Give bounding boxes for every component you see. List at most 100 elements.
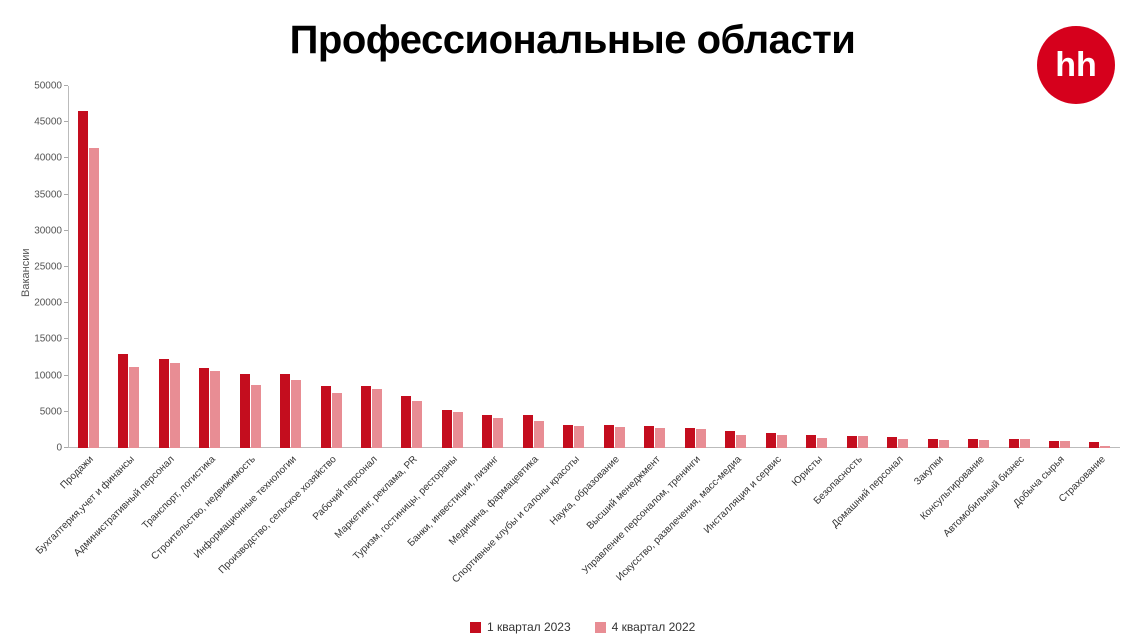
y-tick: 40000 — [68, 157, 1120, 158]
y-tick-label: 45000 — [34, 117, 62, 128]
bar-series1 — [118, 354, 128, 448]
bar-series1 — [725, 431, 735, 448]
bar-series1 — [766, 433, 776, 448]
bar-group — [958, 86, 998, 448]
y-tick: 15000 — [68, 338, 1120, 339]
y-tick-mark — [64, 230, 68, 231]
y-tick-label: 20000 — [34, 298, 62, 309]
bar-series2 — [453, 412, 463, 448]
bar-series1 — [321, 386, 331, 448]
x-label: Наука, образование — [548, 454, 622, 528]
y-tick: 25000 — [68, 266, 1120, 267]
bar-group — [594, 86, 634, 448]
chart-title: Профессиональные области — [290, 18, 856, 63]
bar-series2 — [89, 148, 99, 448]
legend-swatch-1 — [595, 622, 606, 633]
y-tick-label: 35000 — [34, 189, 62, 200]
bar-series2 — [251, 385, 261, 448]
plot-area: ПродажиБухгалтерия,учет и финансыАдминис… — [68, 86, 1120, 448]
x-label: Высший менеджмент — [585, 454, 663, 532]
bar-series2 — [493, 418, 503, 448]
bar-group — [918, 86, 958, 448]
y-tick-label: 40000 — [34, 153, 62, 164]
x-label: Закупки — [912, 454, 946, 488]
bar-series1 — [442, 410, 452, 448]
bar-series1 — [401, 396, 411, 448]
bar-group — [635, 86, 675, 448]
bar-group — [189, 86, 229, 448]
bar-series2 — [615, 427, 625, 448]
y-tick: 0 — [68, 447, 1120, 448]
y-tick-mark — [64, 194, 68, 195]
y-tick: 30000 — [68, 230, 1120, 231]
bar-group — [877, 86, 917, 448]
y-tick-mark — [64, 302, 68, 303]
y-tick-label: 5000 — [40, 406, 62, 417]
bar-group — [311, 86, 351, 448]
bar-series2 — [129, 367, 139, 448]
bar-series2 — [696, 429, 706, 448]
bar-series2 — [170, 363, 180, 448]
y-tick-mark — [64, 121, 68, 122]
bar-series1 — [199, 368, 209, 448]
bar-group — [392, 86, 432, 448]
y-tick-mark — [64, 375, 68, 376]
legend-swatch-0 — [470, 622, 481, 633]
bar-group — [68, 86, 108, 448]
bar-group — [149, 86, 189, 448]
legend-label-1: 4 квартал 2022 — [612, 620, 696, 634]
bar-series1 — [563, 425, 573, 448]
legend-item-1: 4 квартал 2022 — [595, 620, 696, 634]
legend-label-0: 1 квартал 2023 — [487, 620, 571, 634]
bar-group — [270, 86, 310, 448]
bar-group — [351, 86, 391, 448]
y-tick: 20000 — [68, 302, 1120, 303]
y-tick: 10000 — [68, 375, 1120, 376]
x-label: Продажи — [59, 454, 96, 491]
bar-series1 — [361, 386, 371, 448]
bar-series2 — [574, 426, 584, 448]
bar-series2 — [210, 371, 220, 448]
y-tick-label: 15000 — [34, 334, 62, 345]
y-tick: 35000 — [68, 194, 1120, 195]
x-label: Транспорт, логистика — [140, 454, 218, 532]
bar-group — [1039, 86, 1079, 448]
y-tick-label: 0 — [56, 443, 62, 454]
y-tick: 5000 — [68, 411, 1120, 412]
bar-series1 — [78, 111, 88, 448]
y-tick: 50000 — [68, 85, 1120, 86]
legend-item-0: 1 квартал 2023 — [470, 620, 571, 634]
bar-group — [108, 86, 148, 448]
y-tick-mark — [64, 266, 68, 267]
bar-group — [473, 86, 513, 448]
bar-series2 — [291, 380, 301, 448]
x-label: Домашний персонал — [829, 454, 905, 530]
bar-series1 — [685, 428, 695, 448]
bar-series1 — [482, 415, 492, 448]
y-tick-mark — [64, 338, 68, 339]
bar-group — [999, 86, 1039, 448]
bar-series2 — [372, 389, 382, 448]
y-tick-label: 50000 — [34, 81, 62, 92]
bar-series1 — [159, 359, 169, 448]
bar-group — [554, 86, 594, 448]
bar-group — [756, 86, 796, 448]
bar-group — [796, 86, 836, 448]
legend: 1 квартал 2023 4 квартал 2022 — [470, 620, 695, 634]
x-label: Автомобильный бизнес — [941, 454, 1026, 539]
bar-group — [675, 86, 715, 448]
y-tick-mark — [64, 85, 68, 86]
bar-series2 — [655, 428, 665, 448]
y-tick-mark — [64, 157, 68, 158]
bar-series2 — [412, 401, 422, 448]
x-label: Юристы — [790, 454, 825, 489]
bar-group — [716, 86, 756, 448]
y-tick-label: 10000 — [34, 370, 62, 381]
y-axis-label: Вакансии — [20, 249, 32, 298]
y-tick: 45000 — [68, 121, 1120, 122]
bars-container — [68, 86, 1120, 448]
bar-series1 — [604, 425, 614, 448]
bar-group — [837, 86, 877, 448]
bar-group — [513, 86, 553, 448]
bar-series2 — [332, 393, 342, 448]
